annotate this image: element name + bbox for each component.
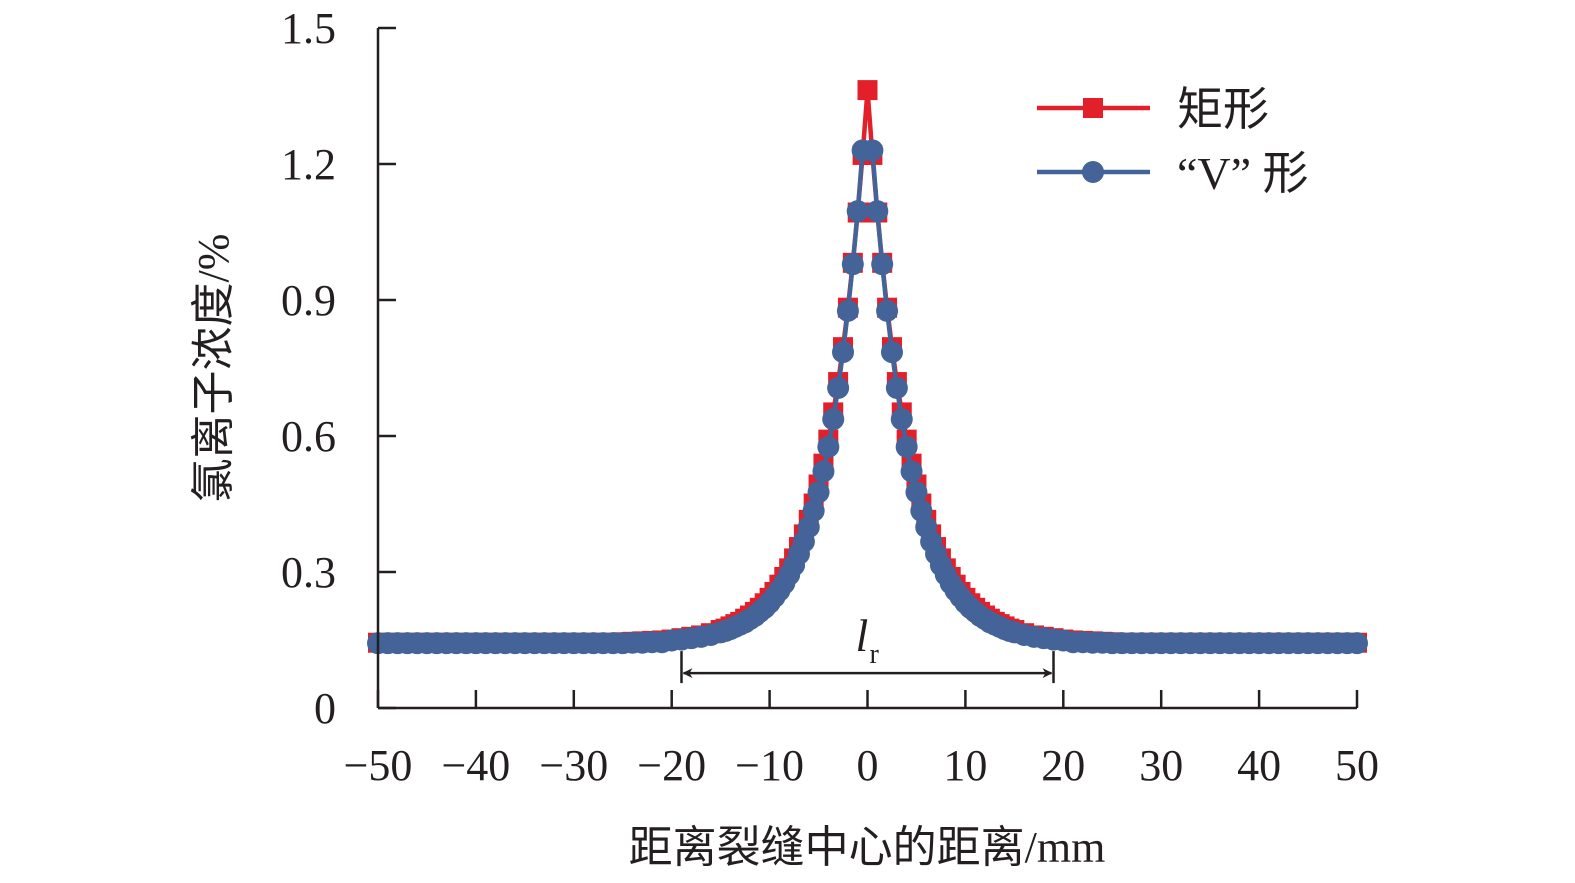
lr-label-subscript: r (870, 639, 880, 670)
series-line (378, 148, 1357, 646)
data-point-circle (832, 341, 855, 364)
legend: 矩形 “V” 形 (1037, 84, 1309, 199)
axes: 0 0.3 0.6 0.9 1.2 1.5 −50 −40 −30 −20 −10 0 10 20 30 40… (281, 4, 1379, 790)
x-tick-label: 40 (1237, 741, 1281, 790)
data-point-circle (880, 341, 903, 364)
y-tick-label: 1.5 (281, 4, 336, 53)
x-tick-label: −50 (344, 741, 413, 790)
legend-item: “V” 形 (1037, 148, 1309, 199)
y-tick-label: 1.2 (281, 140, 336, 189)
data-point-circle (871, 253, 894, 276)
data-point-square (857, 80, 878, 101)
data-point-circle (900, 460, 923, 483)
lr-label: l (856, 610, 869, 661)
data-point-circle (822, 408, 845, 431)
data-point-circle (812, 460, 835, 483)
x-tick-label: 10 (943, 741, 987, 790)
y-tick-label: 0.9 (281, 276, 336, 325)
y-tick-label: 0.3 (281, 548, 336, 597)
data-point-circle (841, 253, 864, 276)
series-layer (367, 80, 1368, 655)
data-point-circle (876, 299, 899, 322)
x-tick-label: 30 (1139, 741, 1183, 790)
x-tick-label: −30 (539, 741, 608, 790)
data-point-circle (827, 376, 850, 399)
y-tick-label: 0.6 (281, 412, 336, 461)
data-point-circle (846, 200, 869, 223)
legend-circle-marker (1082, 161, 1104, 183)
data-point-circle (866, 200, 889, 223)
legend-label: “V” 形 (1177, 148, 1309, 199)
data-point-circle (885, 376, 908, 399)
x-axis-title: 距离裂缝中心的距离/mm (629, 823, 1106, 872)
data-point-circle (836, 299, 859, 322)
x-tick-label: 0 (857, 741, 879, 790)
data-point-circle (1346, 632, 1368, 655)
x-tick-label: −40 (441, 741, 510, 790)
y-tick-label: 0 (314, 684, 336, 733)
x-tick-label: −10 (735, 741, 804, 790)
data-point-circle (861, 139, 884, 162)
legend-square-marker (1083, 98, 1103, 118)
x-tick-label: −20 (637, 741, 706, 790)
data-point-circle (895, 435, 918, 458)
data-point-circle (807, 481, 830, 504)
data-point-circle (890, 408, 913, 431)
x-tick-label: 20 (1041, 741, 1085, 790)
x-tick-label: 50 (1335, 741, 1379, 790)
legend-item: 矩形 (1037, 84, 1269, 135)
y-axis-title: 氯离子浓度/% (189, 234, 238, 503)
legend-label: 矩形 (1177, 84, 1269, 135)
data-point-circle (802, 499, 825, 522)
data-point-circle (817, 435, 840, 458)
data-point-circle (905, 481, 928, 504)
